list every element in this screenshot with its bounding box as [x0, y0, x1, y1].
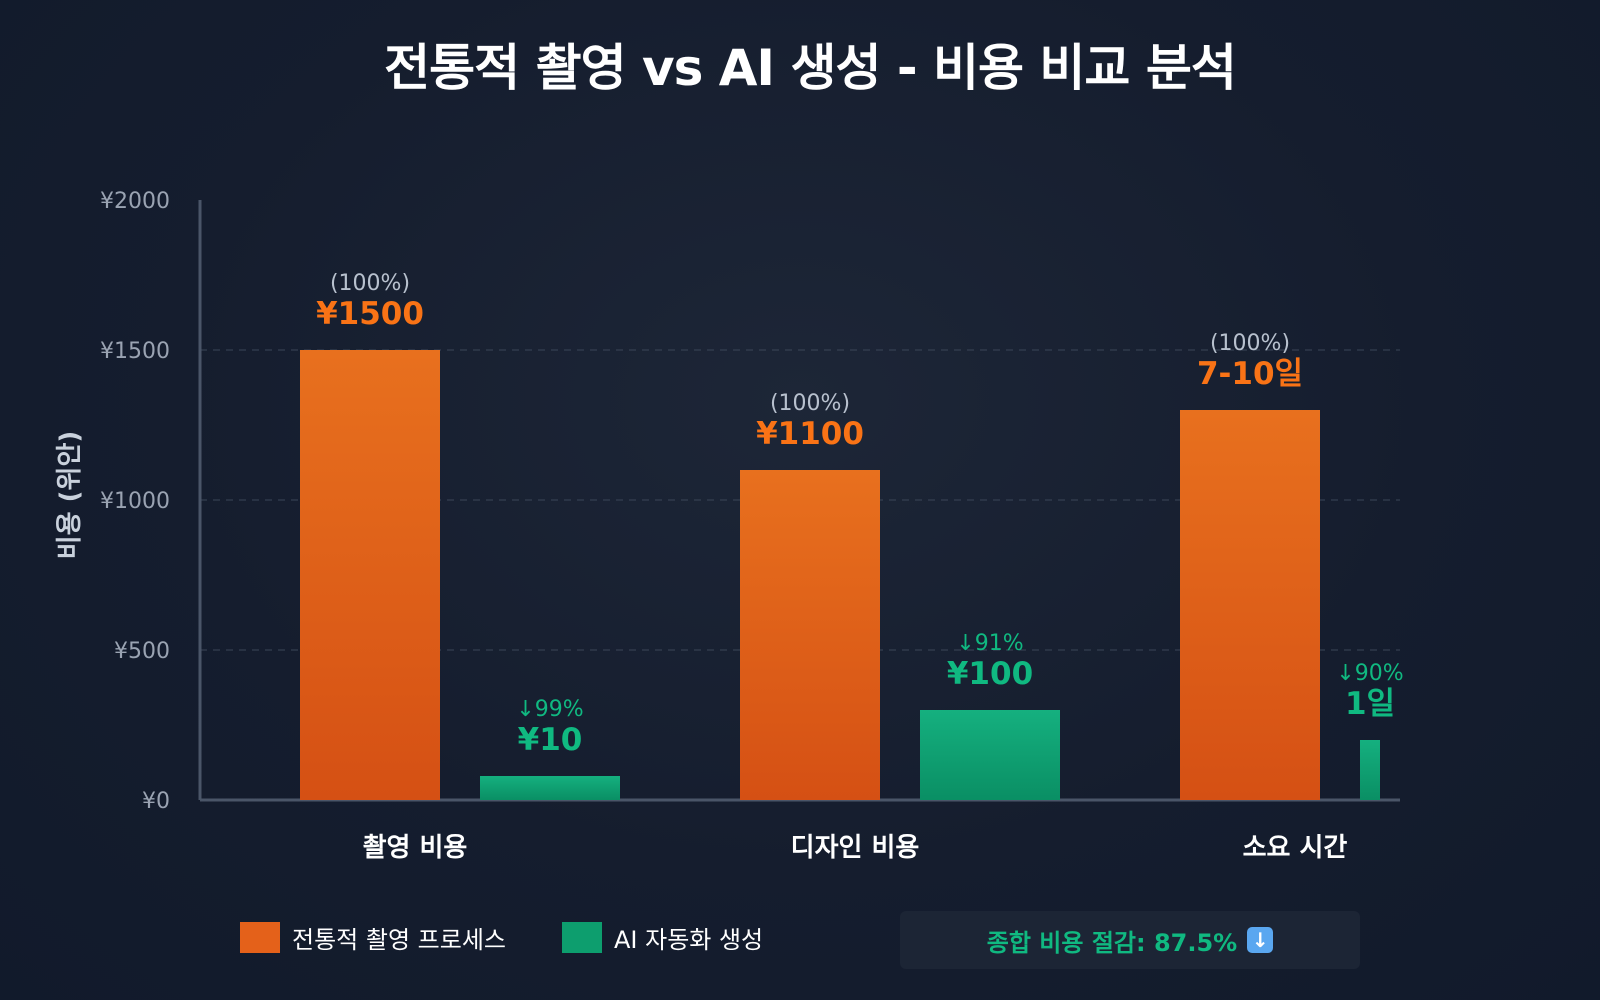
bar-ai-1: [480, 776, 620, 800]
y-tick-label: ¥0: [142, 789, 170, 814]
legend: 전통적 촬영 프로세스 AI 자동화 생성: [240, 920, 763, 955]
bar-traditional-3: [1180, 410, 1320, 800]
legend-item-traditional[interactable]: 전통적 촬영 프로세스: [240, 920, 506, 955]
x-category-label: 촬영 비용: [363, 833, 468, 863]
pct-label-ai-3: ↓90%: [1336, 661, 1403, 686]
value-label-traditional-3: 7-10일: [1197, 356, 1303, 392]
pct-label-traditional-3: (100%): [1210, 331, 1290, 356]
x-category-label: 소요 시간: [1243, 833, 1348, 863]
pct-label-traditional-1: (100%): [330, 271, 410, 296]
legend-item-ai[interactable]: AI 자동화 생성: [561, 920, 764, 955]
value-label-ai-3: 1일: [1345, 686, 1395, 722]
value-label-traditional-2: ¥1100: [756, 416, 864, 452]
bar-traditional-2: [740, 470, 880, 800]
chart-title: 전통적 촬영 vs AI 생성 - 비용 비교 분석: [384, 39, 1237, 97]
bar-traditional-1: [300, 350, 440, 800]
x-category-label: 디자인 비용: [791, 833, 920, 863]
y-tick-label: ¥1000: [100, 489, 170, 514]
y-tick-label: ¥500: [114, 639, 170, 664]
y-tick-label: ¥1500: [100, 339, 170, 364]
legend-swatch-ai: [561, 922, 602, 953]
pct-label-traditional-2: (100%): [770, 391, 850, 416]
summary-box: 종합 비용 절감: 87.5% ↓: [900, 911, 1360, 969]
value-label-ai-1: ¥10: [518, 722, 583, 758]
down-arrow-icon: ↓: [1247, 927, 1274, 953]
y-tick-label: ¥2000: [100, 189, 170, 214]
bar-ai-3: [1360, 740, 1380, 800]
y-axis-title: 비용 (위안): [55, 431, 85, 560]
value-label-traditional-1: ¥1500: [316, 296, 424, 332]
summary-text: 종합 비용 절감: 87.5%: [986, 928, 1238, 957]
legend-label-ai: AI 자동화 생성: [613, 926, 764, 954]
pct-label-ai-1: ↓99%: [516, 697, 583, 722]
legend-swatch-traditional: [240, 922, 280, 953]
legend-label-traditional: 전통적 촬영 프로세스: [292, 926, 506, 954]
value-label-ai-2: ¥100: [947, 656, 1033, 692]
pct-label-ai-2: ↓91%: [956, 631, 1023, 656]
bar-ai-2: [920, 710, 1060, 800]
